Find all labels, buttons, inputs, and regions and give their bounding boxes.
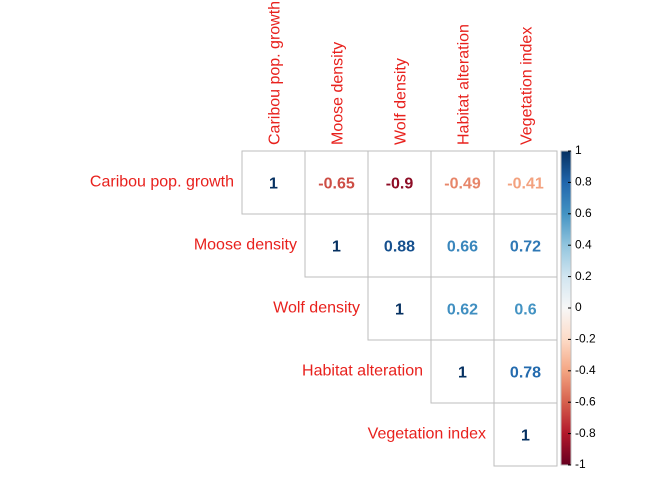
cell-3-3 [430, 339, 495, 404]
cell-value-1-4: 0.72 [510, 239, 541, 256]
cell-value-4-4: 1 [521, 428, 530, 445]
cell-1-3 [430, 213, 495, 278]
colorbar-tick-label: 0.6 [575, 206, 592, 220]
cell-value-0-0: 1 [269, 176, 278, 193]
cell-0-3 [430, 150, 495, 215]
cell-3-4 [493, 339, 558, 404]
cell-1-4 [493, 213, 558, 278]
cell-value-0-2: -0.9 [386, 176, 414, 193]
cell-value-3-3: 1 [458, 365, 467, 382]
colorbar-tick-label: -0.6 [575, 394, 596, 408]
colorbar-tick-label: 0.4 [575, 237, 592, 251]
cell-value-1-1: 1 [332, 239, 341, 256]
column-labels: Caribou pop. growth Moose density Wolf den… [267, 1, 536, 145]
column-label-habitat-alteration: Habitat alteration [456, 24, 473, 145]
cell-2-3 [430, 276, 495, 341]
cell-value-1-2: 0.88 [384, 239, 415, 256]
colorbar-tick-label: 0 [575, 300, 582, 314]
row-label-moose-density: Moose density [194, 237, 297, 254]
row-label-habitat-alteration: Habitat alteration [302, 363, 423, 380]
correlation-cells: 1 -0.65 -0.9 -0.49 -0.41 1 0.88 0.66 0.72 1 0.62 0.… [241, 150, 558, 467]
row-labels: Caribou pop. growth Moose density Wolf den… [90, 174, 486, 443]
cell-value-2-2: 1 [395, 302, 404, 319]
colorbar-tick-label: 1 [575, 143, 582, 157]
colorbar-tick-label: -1 [575, 457, 586, 471]
colorbar-tick-label: 0.8 [575, 175, 592, 189]
cell-value-3-4: 0.78 [510, 365, 541, 382]
colorbar-tick-label: -0.8 [575, 426, 596, 440]
cell-value-0-1: -0.65 [318, 176, 355, 193]
cell-0-2 [367, 150, 432, 215]
cell-0-4 [493, 150, 558, 215]
column-label-caribou-pop-growth: Caribou pop. growth [267, 1, 284, 145]
cell-value-2-3: 0.62 [447, 302, 478, 319]
cell-value-0-4: -0.41 [507, 176, 544, 193]
row-label-vegetation-index: Vegetation index [368, 426, 486, 443]
cell-0-0 [241, 150, 306, 215]
column-label-wolf-density: Wolf density [393, 58, 410, 145]
cell-value-1-3: 0.66 [447, 239, 478, 256]
colorbar: 1 0.8 0.6 0.4 0.2 0 -0.2 -0.4 -0.6 -0.8 -1 [560, 143, 596, 471]
cell-value-0-3: -0.49 [444, 176, 481, 193]
cell-4-4 [493, 402, 558, 467]
cell-2-2 [367, 276, 432, 341]
cell-1-1 [304, 213, 369, 278]
cell-value-2-4: 0.6 [514, 302, 536, 319]
cell-0-1 [304, 150, 369, 215]
column-label-vegetation-index: Vegetation index [519, 27, 536, 145]
column-label-moose-density: Moose density [330, 42, 347, 145]
row-label-caribou-pop-growth: Caribou pop. growth [90, 174, 234, 191]
colorbar-tick-label: 0.2 [575, 269, 592, 283]
row-label-wolf-density: Wolf density [273, 300, 360, 317]
colorbar-tick-label: -0.4 [575, 363, 596, 377]
colorbar-tick-label: -0.2 [575, 332, 596, 346]
